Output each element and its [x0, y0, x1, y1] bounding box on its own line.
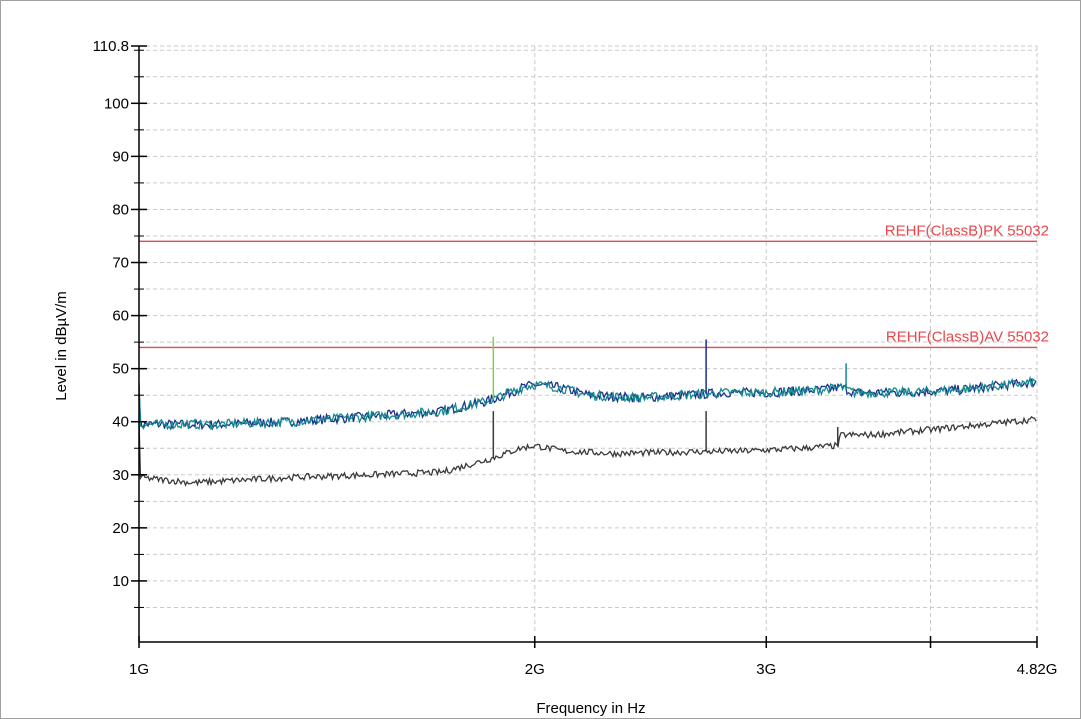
limit-label: REHF(ClassB)AV 55032 [886, 328, 1049, 345]
y-tick-label: 60 [112, 308, 129, 325]
y-tick-label: 110.8 [93, 38, 129, 55]
y-axis-title: Level in dBµV/m [53, 291, 70, 401]
traces [138, 336, 1037, 487]
y-tick-label: 100 [104, 95, 129, 112]
y-tick-label: 10 [112, 573, 129, 590]
y-tick-label: 20 [112, 520, 129, 537]
y-tick-label: 70 [112, 255, 129, 272]
x-tick-label: 2G [525, 661, 545, 678]
y-tick-label: 90 [112, 148, 129, 165]
x-tick-label: 1G [129, 661, 149, 678]
grid-lines [139, 45, 1038, 634]
limit-lines [139, 240, 1037, 349]
series-line-average-trace [138, 416, 1037, 487]
y-tick-label: 40 [112, 414, 129, 431]
y-tick-label: 50 [112, 361, 129, 378]
limit-label: REHF(ClassB)PK 55032 [885, 222, 1049, 239]
y-tick-label: 80 [112, 201, 129, 218]
y-tick-label: 30 [112, 467, 129, 484]
labels: REHF(ClassB)PK 55032 REHF(ClassB)AV 55032… [93, 38, 1058, 678]
axes [131, 45, 1038, 648]
x-tick-label: 4.82G [1017, 661, 1058, 678]
x-tick-label: 3G [756, 661, 776, 678]
series-line-peak-trace-vertical [138, 375, 1037, 431]
x-axis-title: Frequency in Hz [536, 700, 645, 717]
